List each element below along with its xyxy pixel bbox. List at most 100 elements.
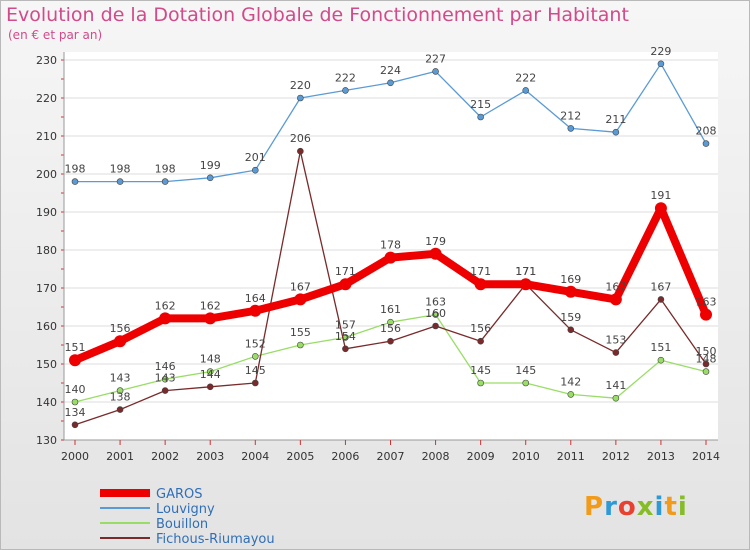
data-point — [519, 278, 532, 291]
data-label: 156 — [110, 322, 131, 335]
data-point — [432, 68, 439, 75]
data-label: 179 — [425, 235, 446, 248]
data-point — [477, 379, 484, 387]
data-label: 161 — [380, 303, 401, 316]
data-label: 156 — [470, 322, 491, 335]
data-point — [206, 174, 214, 182]
data-label: 227 — [425, 52, 446, 65]
y-tick-label: 170 — [36, 282, 57, 295]
x-tick-label: 2002 — [151, 450, 179, 463]
data-point — [657, 60, 665, 68]
data-label: 206 — [290, 132, 311, 145]
x-tick-label: 2013 — [647, 450, 675, 463]
data-point — [339, 278, 352, 291]
data-point — [116, 387, 124, 394]
data-label: 191 — [650, 189, 671, 202]
data-label: 154 — [335, 330, 356, 343]
data-label: 153 — [605, 334, 626, 347]
y-tick-label: 150 — [36, 358, 57, 371]
y-tick-label: 220 — [36, 92, 57, 105]
data-point — [251, 353, 259, 360]
data-label: 198 — [155, 163, 176, 176]
data-label: 148 — [200, 353, 221, 366]
data-label: 222 — [515, 71, 536, 84]
x-tick-label: 2005 — [286, 450, 314, 463]
data-point — [387, 337, 394, 345]
data-point — [609, 293, 622, 306]
y-tick-label: 180 — [36, 244, 57, 257]
proxiti-logo: Proxiti — [584, 492, 688, 522]
data-point — [567, 391, 575, 398]
legend-label: GAROS — [156, 487, 202, 502]
data-label: 167 — [650, 280, 671, 293]
x-tick-label: 2014 — [692, 450, 720, 463]
data-point — [206, 368, 214, 375]
data-label: 211 — [605, 113, 626, 126]
data-label: 152 — [245, 337, 266, 350]
x-tick-label: 2011 — [557, 450, 585, 463]
data-label: 156 — [380, 322, 401, 335]
x-tick-label: 2003 — [196, 450, 224, 463]
data-point — [567, 125, 575, 132]
x-tick-label: 2007 — [377, 450, 405, 463]
y-tick-label: 200 — [36, 168, 57, 181]
data-point — [612, 128, 620, 136]
x-tick-label: 2006 — [331, 450, 359, 463]
data-point — [522, 87, 530, 94]
data-point — [204, 312, 217, 325]
data-label: 212 — [560, 109, 581, 122]
data-point — [116, 178, 124, 185]
logo-letter: o — [617, 492, 637, 522]
data-point — [702, 140, 710, 147]
data-label: 208 — [696, 125, 717, 138]
data-label: 155 — [290, 326, 311, 339]
y-tick-label: 130 — [36, 434, 57, 447]
data-label: 160 — [425, 307, 446, 320]
data-label: 164 — [245, 292, 266, 305]
plot-area — [64, 52, 718, 440]
data-label: 141 — [605, 379, 626, 392]
data-label: 199 — [200, 159, 221, 172]
legend-label: Louvigny — [156, 502, 215, 517]
x-tick-label: 2000 — [61, 450, 89, 463]
data-label: 145 — [245, 364, 266, 377]
y-tick-label: 190 — [36, 206, 57, 219]
data-point — [71, 398, 79, 406]
data-point — [206, 383, 214, 391]
data-point — [702, 360, 710, 368]
data-label: 150 — [696, 345, 717, 358]
data-label: 144 — [200, 368, 221, 381]
data-label: 134 — [65, 406, 86, 419]
data-label: 157 — [335, 318, 356, 331]
data-label: 167 — [605, 280, 626, 293]
data-point — [161, 178, 169, 185]
chart-title: Evolution de la Dotation Globale de Fonc… — [6, 4, 629, 26]
data-label: 229 — [650, 45, 671, 58]
data-point — [71, 178, 79, 185]
data-point — [342, 345, 349, 353]
data-point — [297, 94, 304, 102]
data-point — [432, 322, 439, 330]
logo-letter: i — [677, 492, 688, 522]
logo-letter: t — [664, 492, 678, 522]
data-point — [71, 421, 79, 429]
data-point — [429, 247, 442, 260]
data-point — [477, 113, 484, 121]
data-point — [564, 285, 577, 298]
x-tick-label: 2009 — [467, 450, 495, 463]
data-point — [294, 293, 307, 306]
data-point — [654, 202, 667, 215]
data-label: 145 — [515, 364, 536, 377]
data-label: 162 — [200, 299, 221, 312]
data-label: 171 — [470, 265, 491, 278]
y-tick-label: 210 — [36, 130, 57, 143]
data-point — [249, 304, 262, 317]
data-label: 138 — [110, 391, 131, 404]
data-label: 178 — [380, 239, 401, 252]
data-point — [116, 406, 124, 413]
y-tick-label: 140 — [36, 396, 57, 409]
logo-letter: r — [604, 492, 618, 522]
data-label: 142 — [560, 375, 581, 388]
data-point — [69, 354, 81, 367]
